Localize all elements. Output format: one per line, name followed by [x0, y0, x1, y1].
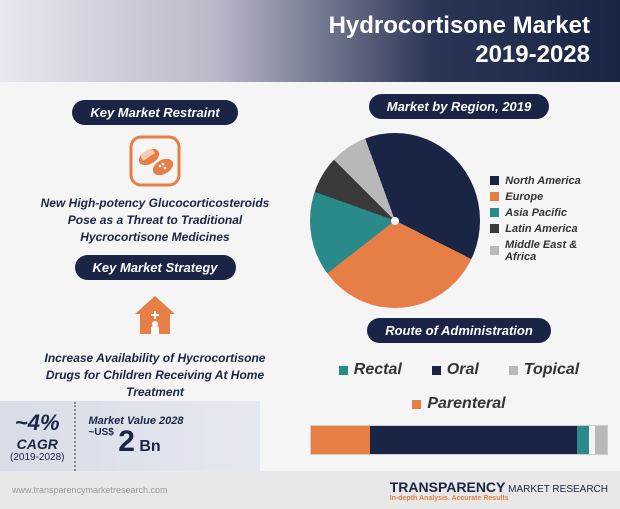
roa-title: Route of Administration: [367, 318, 551, 343]
legend-swatch: [490, 176, 499, 185]
legend-item: Latin America: [490, 223, 608, 235]
cagr-label: CAGR: [10, 436, 64, 452]
strategy-text: Increase Availability of Hycrocortisone …: [35, 350, 275, 400]
legend-item: North America: [490, 175, 608, 187]
legend-label: Parenteral: [427, 395, 505, 413]
legend-item: Europe: [490, 191, 608, 203]
legend-swatch: [490, 246, 499, 255]
pie-chart: [310, 133, 480, 308]
legend-label: Asia Pacific: [505, 207, 567, 219]
roa-legend-item: Parenteral: [412, 395, 505, 413]
legend-label: Europe: [505, 191, 543, 203]
footer-url: www.transparencymarketresearch.com: [12, 485, 168, 495]
legend-swatch: [490, 208, 499, 217]
legend-label: Topical: [524, 361, 579, 379]
right-column: Market by Region, 2019 North America Euro…: [310, 82, 620, 471]
roa-bar-chart: [310, 425, 608, 455]
mv-label: Market Value 2028: [88, 415, 183, 427]
restraint-label: Key Market Restraint: [72, 100, 237, 125]
legend-item: Middle East & Africa: [490, 239, 608, 263]
legend-swatch: [509, 366, 518, 375]
legend-swatch: [432, 366, 441, 375]
legend-swatch: [339, 366, 348, 375]
roa-legend: Rectal Oral Topical Parenteral: [310, 361, 608, 417]
title-line1: Hydrocortisone Market: [329, 12, 590, 41]
mv-suffix: Bn: [139, 438, 160, 455]
mv-value: 2: [118, 425, 135, 458]
logo-sub: MARKET RESEARCH: [508, 484, 608, 495]
legend-item: Asia Pacific: [490, 207, 608, 219]
legend-label: Oral: [447, 361, 479, 379]
pie-chart-wrap: North America Europe Asia Pacific Latin Ame…: [310, 133, 608, 308]
legend-swatch: [490, 192, 499, 201]
legend-label: Middle East & Africa: [505, 239, 608, 263]
legend-label: North America: [505, 175, 580, 187]
cagr-years: (2019-2028): [10, 452, 64, 463]
logo-main: TRANSPARENCY: [390, 479, 506, 495]
legend-swatch: [490, 224, 499, 233]
pills-icon: [125, 133, 185, 189]
stat-box: ~4% CAGR (2019-2028) Market Value 2028 ~…: [0, 401, 260, 471]
header-title: Hydrocortisone Market 2019-2028: [329, 12, 590, 70]
legend-swatch: [412, 400, 421, 409]
logo-tagline: In-depth Analysis. Accurate Results: [390, 495, 608, 502]
roa-legend-item: Rectal: [339, 361, 402, 379]
roa-legend-item: Oral: [432, 361, 479, 379]
roa-legend-item: Topical: [509, 361, 579, 379]
bar-segment: [595, 426, 607, 454]
bar-segment: [311, 426, 370, 454]
header: Hydrocortisone Market 2019-2028: [0, 0, 620, 82]
footer-logo: TRANSPARENCY MARKET RESEARCH In-depth An…: [390, 479, 608, 502]
footer: www.transparencymarketresearch.com TRANS…: [0, 471, 620, 509]
legend-label: Latin America: [505, 223, 577, 235]
mv-prefix: ~US$: [88, 427, 113, 438]
house-icon: [125, 288, 185, 344]
cagr-value: ~4%: [10, 410, 64, 436]
region-title: Market by Region, 2019: [369, 94, 550, 119]
bar-segment: [370, 426, 577, 454]
restraint-text: New High-potency Glucocorticosteroids Po…: [35, 195, 275, 245]
title-line2: 2019-2028: [329, 41, 590, 70]
legend-label: Rectal: [354, 361, 402, 379]
strategy-label: Key Market Strategy: [75, 255, 236, 280]
pie-legend: North America Europe Asia Pacific Latin Ame…: [490, 175, 608, 267]
cagr-block: ~4% CAGR (2019-2028): [0, 402, 76, 471]
bar-segment: [577, 426, 589, 454]
market-value-block: Market Value 2028 ~US$ 2 Bn: [76, 407, 195, 465]
